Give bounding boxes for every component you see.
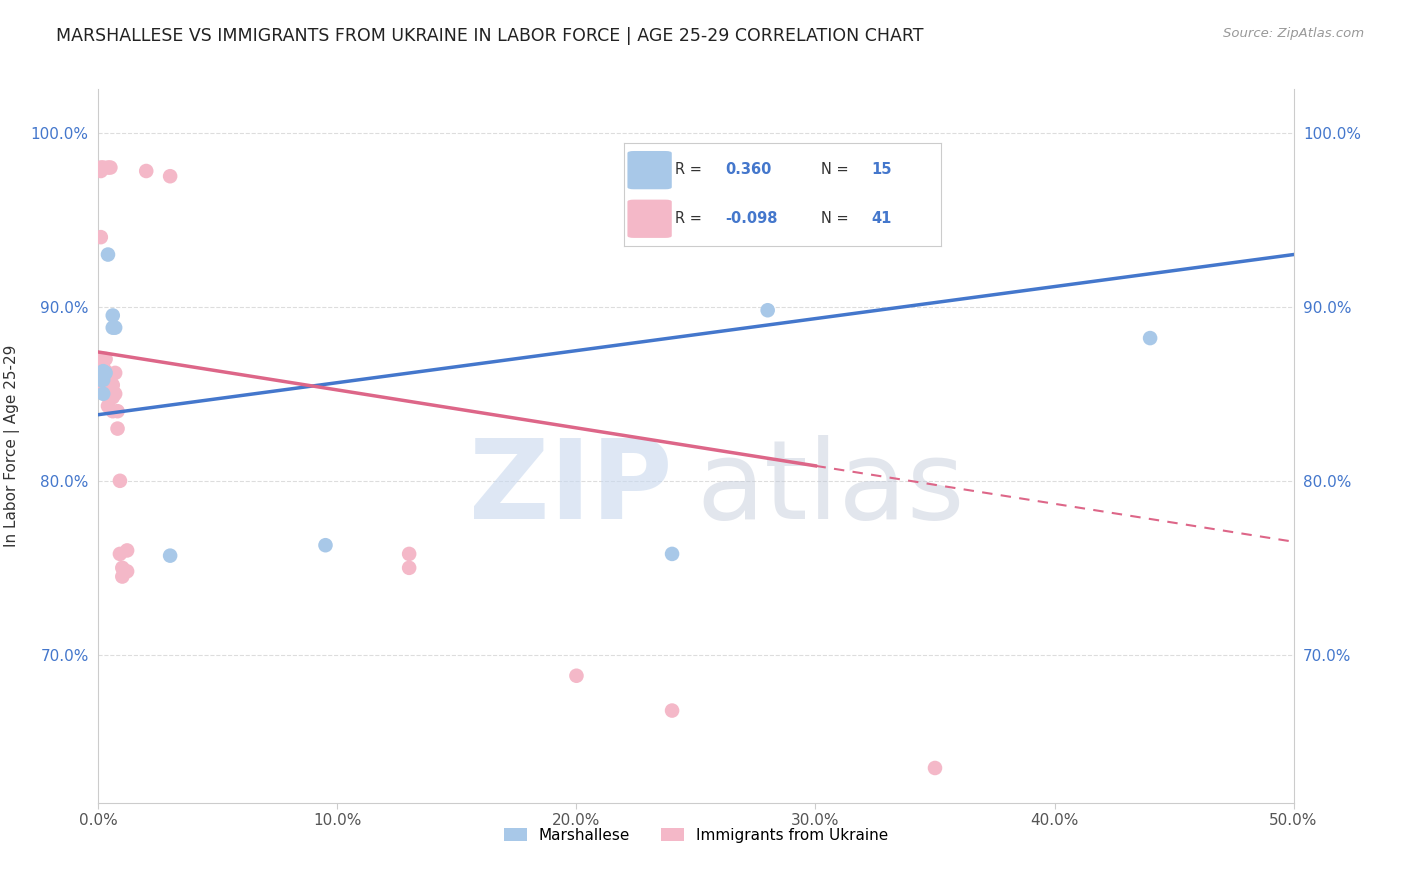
Point [104,366,127,380]
Text: Source: ZipAtlas.com: Source: ZipAtlas.com [1223,27,1364,40]
Point [101,404,124,418]
Point [91,364,114,378]
Point [97,386,120,401]
Text: MARSHALLESE VS IMMIGRANTS FROM UKRAINE IN LABOR FORCE | AGE 25-29 CORRELATION CH: MARSHALLESE VS IMMIGRANTS FROM UKRAINE I… [56,27,924,45]
Point [91,373,114,387]
Point [98,161,122,175]
Point [135,164,157,178]
Point [91,351,114,366]
Point [91,386,114,401]
Point [1139,331,1161,345]
Point [756,303,779,318]
Point [98,386,122,401]
Point [91,378,114,392]
Point [111,569,134,583]
Point [315,538,337,552]
Point [159,549,181,563]
Point [101,309,124,323]
Point [97,161,120,175]
Point [661,704,683,718]
Point [101,378,124,392]
Point [94,373,117,387]
Point [108,474,131,488]
Point [111,561,134,575]
Y-axis label: In Labor Force | Age 25-29: In Labor Force | Age 25-29 [4,345,20,547]
Point [94,366,117,380]
Point [90,373,112,387]
Point [924,761,946,775]
Point [94,384,117,398]
Point [98,373,122,387]
Point [90,351,112,366]
Point [159,169,181,184]
Point [90,366,112,380]
Text: atlas: atlas [696,435,965,542]
Point [107,404,129,418]
Point [115,564,138,578]
Point [104,386,127,401]
Point [104,320,127,334]
Text: ZIP: ZIP [468,435,672,542]
Point [91,161,114,175]
Point [398,561,420,575]
Point [101,320,124,334]
Point [661,547,683,561]
Point [91,373,114,387]
Point [94,364,117,378]
Point [97,369,120,384]
Point [101,390,124,404]
Point [91,360,114,375]
Point [90,164,112,178]
Point [115,543,138,558]
Point [94,351,117,366]
Point [108,547,131,561]
Point [107,421,129,435]
Legend: Marshallese, Immigrants from Ukraine: Marshallese, Immigrants from Ukraine [498,822,894,848]
Point [90,355,112,369]
Point [97,399,120,413]
Point [565,669,588,683]
Point [398,547,420,561]
Point [90,161,112,175]
Point [97,247,120,261]
Point [90,230,112,244]
